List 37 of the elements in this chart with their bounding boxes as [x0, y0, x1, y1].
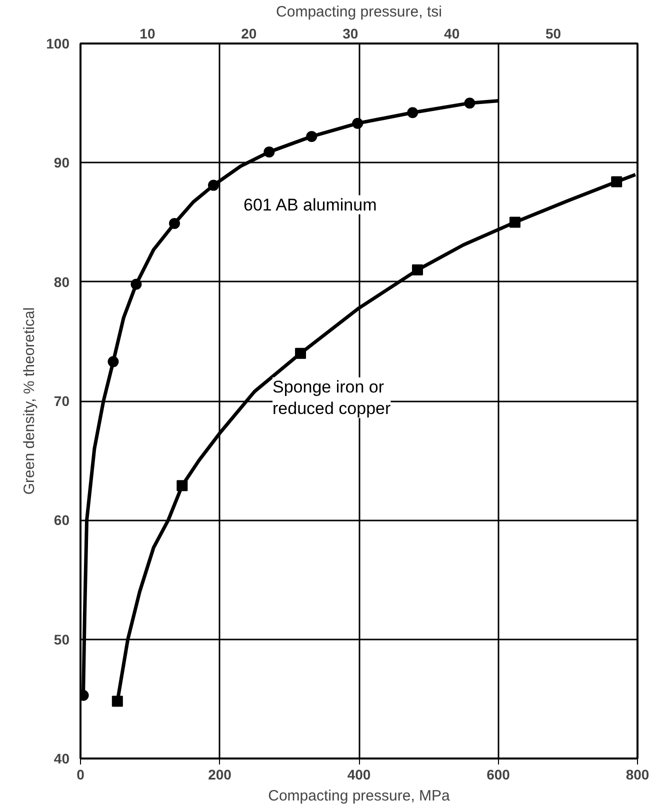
x-tick-label: 200 [208, 766, 232, 782]
series-label: 601 AB aluminum [243, 195, 377, 214]
y-tick-label: 70 [54, 393, 70, 409]
point [352, 118, 364, 129]
point [130, 278, 142, 290]
y-axis-title: Green density, % theoretical [21, 307, 38, 495]
x-tick-label: 800 [626, 766, 650, 782]
y-tick-label: 40 [54, 750, 70, 766]
point [108, 356, 119, 368]
point [611, 176, 622, 188]
point [176, 480, 188, 492]
point [295, 348, 306, 359]
point [412, 264, 423, 276]
point [306, 130, 318, 142]
x2-tick-label: 50 [546, 26, 562, 42]
x-tick-label: 600 [486, 766, 510, 782]
x-tick-label: 400 [347, 766, 371, 782]
y-tick-label: 100 [46, 36, 70, 52]
x2-axis-title: Compacting pressure, tsi [276, 4, 442, 20]
point [509, 216, 520, 228]
x2-tick-label: 40 [444, 26, 460, 42]
x-axis-title: Compacting pressure, MPa [268, 788, 451, 804]
y-tick-label: 50 [54, 631, 70, 648]
x-tick-label: 0 [76, 766, 85, 782]
series-label: Sponge iron or reduced copper [272, 377, 391, 418]
point [208, 180, 219, 191]
y-tick-label: 90 [54, 154, 70, 171]
point [407, 107, 418, 118]
y-tick-label: 60 [54, 512, 70, 528]
point [112, 696, 123, 707]
point [264, 146, 275, 158]
x2-tick-label: 10 [140, 26, 156, 42]
y-tick-label: 80 [54, 274, 70, 290]
point [168, 218, 180, 229]
x2-tick-label: 30 [342, 26, 358, 42]
x2-tick-label: 20 [241, 26, 257, 42]
point [464, 98, 476, 109]
